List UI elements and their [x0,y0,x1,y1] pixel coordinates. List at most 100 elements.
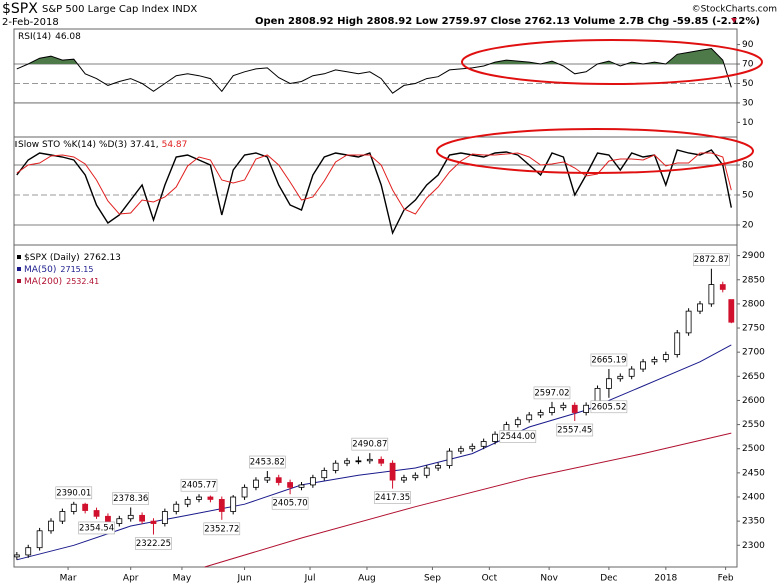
candle-body [275,477,282,483]
candle-body [537,412,544,416]
label-box [590,400,628,414]
x-tick-label: Feb [718,574,734,584]
data-label: 2490.87 [352,440,387,450]
candle-body [457,448,464,452]
candle-body [344,460,350,464]
candle-body [287,482,294,488]
y-tick-label: 80 [742,161,754,171]
marks: 90 70 50 30 10 RSI(14) 46.08 80 50 20 Slow STO %K(… [13,32,765,584]
y-tick-label: 10 [742,118,754,128]
candle-body [651,359,658,363]
candle-body [378,458,385,464]
candle-body [628,368,635,377]
candle-body [93,510,100,517]
x-tick-label: Dec [600,574,617,584]
candle-body [697,303,703,312]
y-tick-label: 2900 [742,251,765,261]
y-tick-label: 50 [742,191,754,201]
legend-swatch [17,279,21,283]
data-label: 2557.45 [557,425,592,435]
data-label: 2544.00 [500,432,535,442]
highlight-ellipse [461,39,763,85]
candle-body [571,404,578,413]
x-tick-label: Mar [60,574,77,584]
candle-body [549,407,555,413]
y-tick-label: 2850 [742,275,765,285]
candle-body [25,547,32,556]
x-tick-label: Jul [304,574,316,584]
series-line [16,149,732,236]
moving-average [204,432,732,568]
legend-text: Slow STO %K(14) %D(3) 37.41, [18,140,159,150]
candle-body [161,511,168,524]
data-label: 2405.70 [273,499,308,509]
label-box [499,430,537,443]
data-label: 2665.19 [591,355,626,365]
y-tick-label: 2550 [742,420,765,430]
candle-body [230,496,237,512]
data-label: 2405.77 [181,481,216,491]
candle-body [685,310,692,334]
candle-body [366,458,373,462]
label-box [374,491,411,504]
credit: ©StockCharts.com [692,5,777,15]
candle-body [298,484,305,488]
y-tick-label: 2300 [742,541,765,551]
price-panel [13,244,738,568]
legend-name: MA(200) [24,277,62,287]
label-box [112,492,150,505]
candle-body [355,460,362,463]
highlight-ellipse [436,128,754,174]
candle-body [401,477,407,481]
y-tick-label: 70 [742,60,754,70]
candle-body [36,530,43,549]
y-tick-label: 2450 [742,468,765,478]
y-tick-label: 2800 [742,299,765,309]
moving-average [16,344,732,561]
y-tick-label: 2700 [742,348,765,358]
candle-body [560,404,567,409]
legend-value: 2762.13 [84,253,121,263]
data-label: 2352.72 [204,524,239,534]
legend: MA(200) 2532.41 [24,277,99,287]
y-tick-label: 2600 [742,396,765,406]
label-box [351,437,389,451]
legend-value: 2532.41 [66,277,99,286]
legend: MA(50) 2715.15 [24,265,94,275]
candle-body [241,486,248,498]
x-tick-label: Oct [482,574,498,584]
candle-body [70,503,77,512]
candle-body [708,284,715,305]
candle-body [116,518,123,524]
candle-body [719,284,726,290]
legend-swatch [17,255,21,259]
candle-body [435,465,442,469]
data-label: 2354.54 [79,523,114,533]
symbol: $SPX [2,1,38,17]
label-box [203,522,241,536]
legend-value: 2715.15 [60,265,93,274]
legend-swatch [17,267,21,271]
y-tick-label: 2400 [742,493,765,503]
y-tick-label: 20 [742,221,754,231]
candle-body [207,496,214,500]
label-box [78,521,115,535]
y-tick-label: 30 [742,98,754,108]
candle-body [264,477,271,481]
data-label: 2597.02 [534,388,569,398]
legend: $SPX (Daily) 2762.13 [24,253,121,263]
sto-panel [13,136,738,246]
candle-body [48,520,54,532]
label-box [556,423,594,437]
x-tick-label: Jun [237,574,252,584]
candle-body [662,354,669,360]
candle-body [321,470,328,479]
overbought-area [16,48,732,65]
candle-body [184,499,191,505]
data-label: 2872.87 [694,255,729,265]
candle-body [173,503,180,512]
x-tick-label: Aug [358,574,376,584]
label-box [533,386,571,400]
candle-body [492,433,498,442]
quote: Open 2808.92 High 2808.92 Low 2759.97 Cl… [255,16,760,27]
